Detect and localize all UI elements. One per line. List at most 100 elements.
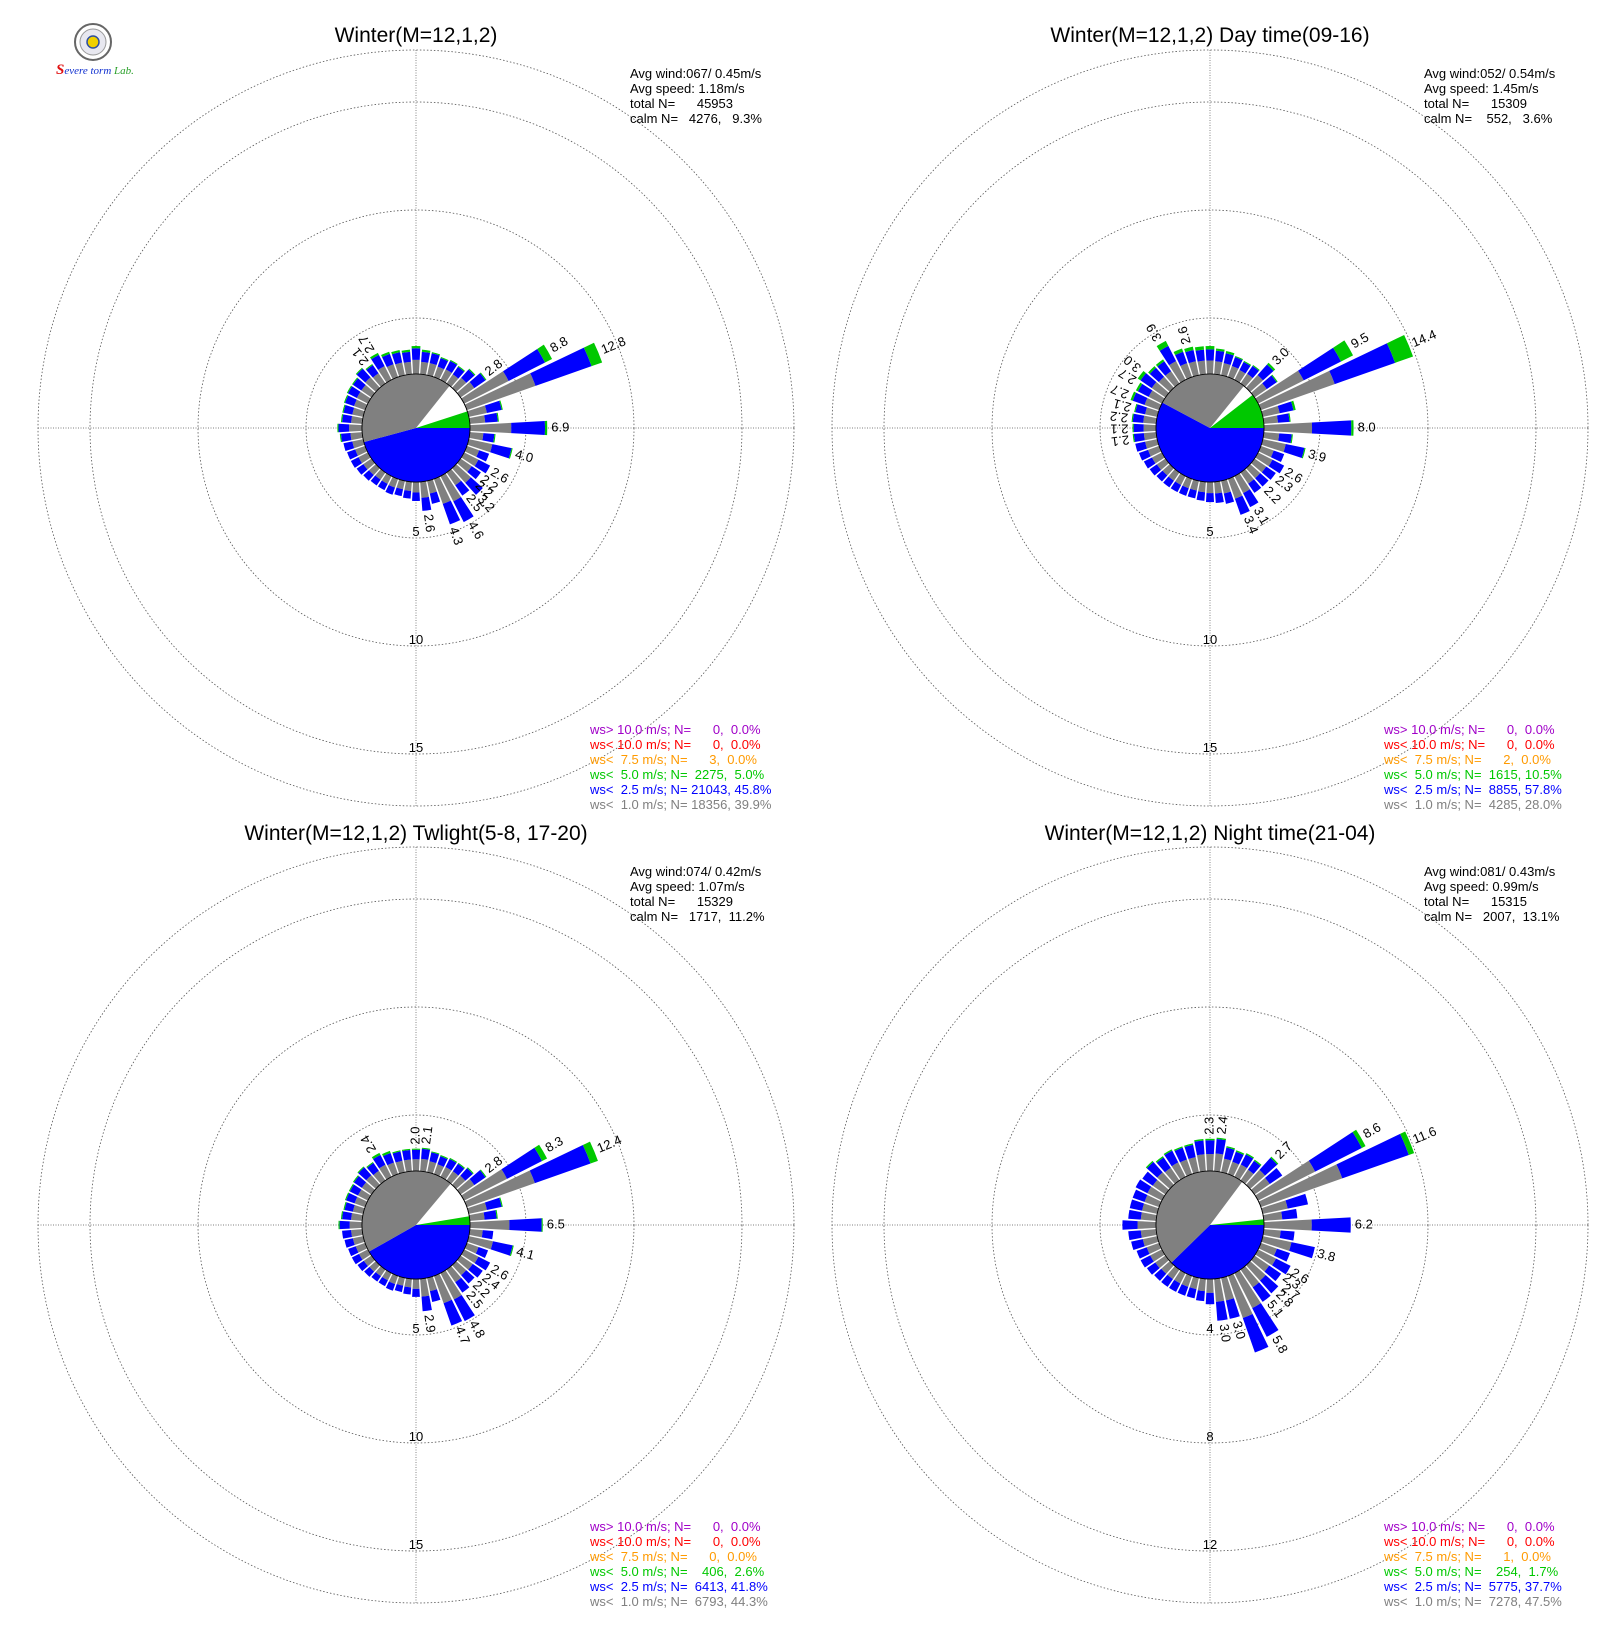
stat-line: Avg wind:074/ 0.42m/s	[630, 864, 762, 879]
bar-172.5-lt1	[420, 1278, 430, 1297]
bar-150-lt25	[1243, 489, 1259, 508]
bar-217.5-lt25	[1163, 476, 1174, 488]
bar-15-lt25	[429, 1152, 440, 1164]
bar-337.5-lt1	[1180, 1159, 1193, 1177]
bar-37.5-lt1	[446, 1171, 459, 1184]
bar-value-label: 2.1	[1112, 396, 1133, 415]
bar-7.5-lt5	[1216, 1137, 1227, 1141]
bar-330-lt25	[1159, 345, 1177, 366]
bar-90-lt25	[1311, 1217, 1351, 1233]
bar-307.5-lt5	[352, 377, 358, 385]
bar-112.5-lt25	[475, 1247, 489, 1259]
bar-225-lt1	[1161, 1261, 1174, 1274]
bar-75-lt25	[1285, 1193, 1309, 1209]
bar-112.5-lt25	[1270, 450, 1285, 462]
bar-337.5-lt1	[387, 1162, 399, 1177]
bar-22.5-lt5	[440, 1155, 449, 1160]
bar-352.5-lt1	[403, 1159, 412, 1172]
bar-7.5-lt5	[421, 349, 431, 353]
bar-22.5-lt5	[440, 356, 449, 362]
bar-97.5-lt1	[469, 432, 484, 441]
bar-value-label: 3.0	[1269, 344, 1292, 367]
bar-262.5-lt25	[1128, 1230, 1142, 1241]
legend-lt75: ws< 7.5 m/s; N= 1, 0.0%	[1383, 1549, 1551, 1564]
bar-value-label: 4.3	[446, 525, 466, 547]
bar-value-label: 14.4	[1409, 326, 1438, 350]
ring-label: 15	[1203, 740, 1217, 755]
bar-150-lt25	[1252, 1303, 1279, 1337]
bar-352.5-lt5	[1194, 1139, 1204, 1142]
bar-307.5-lt5	[352, 1175, 359, 1183]
legend-lt1: ws< 1.0 m/s; N= 6793, 44.3%	[589, 1594, 768, 1609]
bar-165-lt1	[427, 479, 437, 494]
bar-285-lt25	[1135, 404, 1147, 415]
bar-315-lt1	[366, 1175, 380, 1189]
ring-label: 10	[409, 632, 423, 647]
bar-247.5-lt1	[355, 1242, 368, 1253]
bar-330-lt5	[1163, 1149, 1173, 1156]
bar-337.5-lt5	[382, 1150, 391, 1157]
bar-97.5-lt5	[1290, 434, 1293, 444]
bar-202.5-lt1	[1182, 476, 1193, 489]
bar-217.5-lt25	[371, 1272, 381, 1282]
bar-127.5-lt25	[1261, 466, 1276, 480]
bar-90-lt5	[544, 420, 548, 436]
bar-60-lt1	[461, 371, 509, 404]
bar-value-label: 4.1	[515, 1244, 536, 1263]
ring-label: 5	[412, 1321, 419, 1336]
bar-315-lt5	[355, 367, 363, 375]
legend-lt75: ws< 7.5 m/s; N= 0, 0.0%	[589, 1549, 757, 1564]
bar-15-lt5	[431, 1151, 440, 1155]
bar-67.5-lt1	[1258, 370, 1335, 411]
bar-180-lt1	[412, 481, 420, 493]
bar-255-lt25	[343, 441, 355, 452]
bar-300-lt25	[347, 386, 361, 398]
bar-270-lt5	[338, 1220, 340, 1230]
bar-0-lt25	[411, 1149, 421, 1160]
bar-30-lt25	[1240, 1154, 1254, 1169]
bar-67.5-lt5	[583, 342, 603, 367]
bar-165-lt25	[429, 1289, 441, 1302]
bar-82.5-lt5	[495, 1209, 498, 1219]
bar-97.5-lt25	[1279, 1230, 1295, 1241]
bar-22.5-lt1	[433, 1164, 444, 1177]
bar-300-lt1	[357, 1189, 371, 1201]
bar-45-lt25	[461, 369, 475, 383]
bar-322.5-lt25	[1156, 1157, 1171, 1173]
bar-127.5-lt25	[467, 466, 481, 480]
bar-60-lt5	[1352, 1129, 1366, 1148]
bar-307.5-lt1	[361, 384, 375, 398]
bar-180-lt1	[1206, 481, 1214, 494]
bar-270-lt5	[337, 423, 339, 433]
bar-255-lt1	[352, 439, 365, 449]
bar-270-lt1	[1143, 424, 1157, 432]
bar-157.5-lt25	[443, 1299, 463, 1326]
bar-315-lt1	[1158, 376, 1174, 392]
bar-82.5-lt1	[469, 415, 486, 424]
calm-pie-blue	[1156, 402, 1264, 483]
calm-pie-green	[1210, 394, 1264, 428]
bar-277.5-lt1	[351, 416, 363, 424]
legend-lt25: ws< 2.5 m/s; N= 8855, 57.8%	[1383, 782, 1562, 797]
bar-240-lt1	[1151, 452, 1165, 464]
bar-352.5-lt1	[1196, 1154, 1206, 1172]
bar-90-lt1	[1263, 1219, 1312, 1231]
ring-label: 8	[1206, 1429, 1213, 1444]
bar-127.5-lt25	[1264, 1265, 1282, 1282]
bar-52.5-lt1	[1251, 1177, 1270, 1195]
bar-315-lt5	[1148, 366, 1156, 374]
bar-value-label: 6.5	[547, 1216, 565, 1231]
bar-45-lt5	[468, 368, 476, 376]
bar-97.5-lt5	[493, 434, 496, 443]
bar-232.5-lt25	[356, 464, 368, 475]
bar-157.5-lt25	[1234, 495, 1250, 515]
bar-60-lt25	[1308, 1132, 1362, 1172]
bar-240-lt1	[358, 452, 371, 464]
bar-90-lt1	[1263, 422, 1313, 434]
bar-52.5-lt1	[457, 1179, 475, 1195]
bar-225-lt1	[1162, 464, 1174, 476]
bar-337.5-lt1	[1180, 363, 1193, 380]
stat-line: Avg speed: 0.99m/s	[1424, 879, 1539, 894]
bar-352.5-lt5	[401, 1148, 411, 1152]
bar-105-lt25	[490, 444, 512, 459]
